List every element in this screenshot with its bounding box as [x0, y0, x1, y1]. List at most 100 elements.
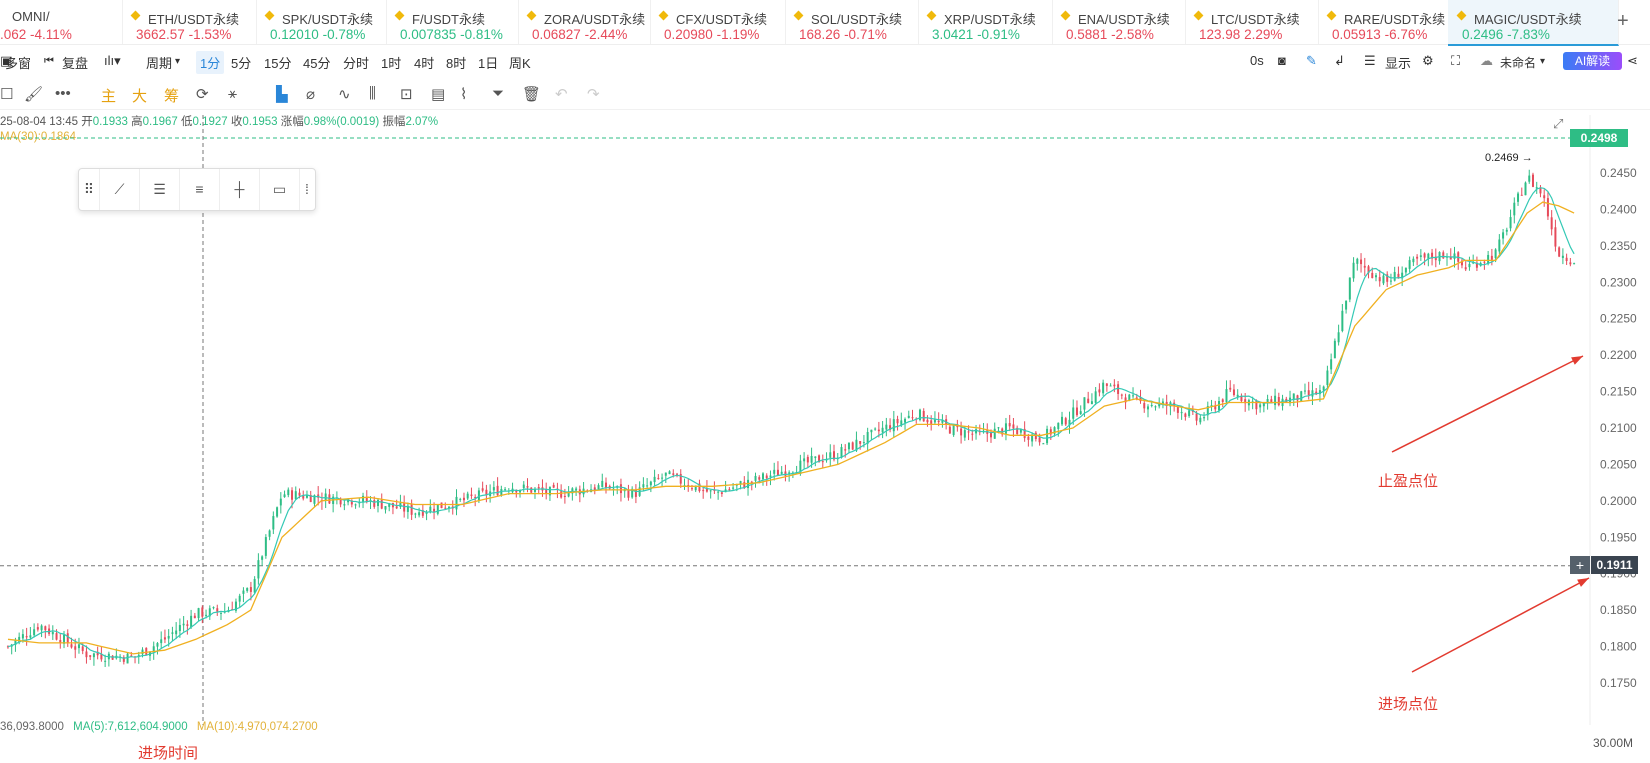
interval-15m[interactable]: 15分 — [264, 56, 292, 71]
multi-window-icon[interactable]: ▣ — [0, 53, 13, 68]
share-icon[interactable]: ⋖ — [1627, 53, 1638, 68]
candle-body — [1046, 428, 1049, 444]
ma30-label: MA(30):0.1864 — [0, 131, 77, 143]
rectangle-icon[interactable]: ▭ — [260, 169, 300, 210]
square-icon[interactable]: ☐ — [0, 86, 14, 103]
ruler-icon[interactable]: ⌀ — [306, 86, 316, 103]
candle-body — [504, 489, 507, 491]
candle-body — [216, 608, 219, 612]
big-indicator-button[interactable]: 大 — [132, 88, 148, 105]
redo-icon[interactable]: ↷ — [587, 86, 600, 103]
candle-body — [918, 409, 921, 421]
symbol-tab[interactable]: RARE/USDT永续 0.05913 -6.76% — [1318, 0, 1449, 44]
candles-icon[interactable]: ⫼ — [369, 85, 376, 102]
candle-body — [705, 488, 708, 492]
symbol-tab[interactable]: ETH/USDT永续 3662.57 -1.53% — [122, 0, 257, 44]
parallel-channel-icon[interactable]: ☰ — [140, 169, 180, 210]
candle-body — [900, 420, 903, 425]
entry-price-arrow-head — [1577, 578, 1589, 587]
interval-week[interactable]: 周K — [509, 56, 531, 71]
chip-indicator-button[interactable]: 筹 — [164, 88, 180, 105]
symbol-tab-price: 0.12010 -0.78% — [270, 27, 366, 42]
y-tick-label: 0.1750 — [1600, 676, 1637, 690]
candle-body — [933, 419, 936, 423]
camera-icon[interactable]: ◙ — [1278, 53, 1286, 68]
symbol-tab-price: 0.5881 -2.58% — [1066, 27, 1154, 42]
drag-handle-icon[interactable]: ⠿ — [79, 169, 100, 210]
crosshair-plus-icon[interactable]: + — [1570, 556, 1590, 574]
trendline-icon[interactable]: ⟋ — [100, 169, 140, 210]
candle-body — [481, 488, 484, 491]
candle-body — [477, 490, 480, 501]
hide-drawings-icon[interactable]: ⚹ — [228, 85, 238, 102]
edit-icon[interactable]: ▤ — [431, 86, 446, 103]
symbol-tab[interactable]: ZORA/USDT永续 0.06827 -2.44% — [518, 0, 651, 44]
magnet-icon[interactable]: ∿ — [338, 86, 351, 103]
interval-1m[interactable]: 1分 — [196, 51, 225, 74]
interval-8h[interactable]: 8时 — [446, 56, 467, 71]
undo-icon[interactable]: ↶ — [555, 86, 568, 103]
candle-body — [855, 439, 858, 451]
toolbar-grip-icon[interactable]: ⁞ — [305, 181, 309, 197]
horizontal-lines-icon[interactable]: ≡ — [180, 169, 220, 210]
symbol-tab[interactable]: LTC/USDT永续 123.98 2.29% — [1185, 0, 1319, 44]
interval-1h[interactable]: 1时 — [381, 56, 402, 71]
lock-icon[interactable]: ⊡ — [400, 86, 413, 103]
interval-45m[interactable]: 45分 — [303, 56, 331, 71]
symbol-tab[interactable]: F/USDT永续 0.007835 -0.81% — [386, 0, 519, 44]
candle-body — [818, 455, 821, 463]
candle-body — [743, 482, 746, 489]
symbol-tab[interactable]: XRP/USDT永续 3.0421 -0.91% — [918, 0, 1053, 44]
trash-icon[interactable]: 🗑 — [522, 86, 542, 103]
symbol-tab[interactable]: CFX/USDT永续 0.20980 -1.19% — [650, 0, 786, 44]
symbol-tab-price: 0.007835 -0.81% — [400, 27, 503, 42]
candle-body — [354, 504, 357, 506]
add-tab-icon[interactable]: + — [1617, 10, 1629, 32]
candle-body — [627, 489, 630, 498]
symbol-tab[interactable]: SOL/USDT永续 168.26 -0.71% — [785, 0, 919, 44]
candle-body — [840, 447, 843, 458]
candle-body — [1397, 273, 1400, 279]
open-value: 0.1933 — [92, 116, 128, 128]
reply-icon[interactable]: ↲ — [1334, 53, 1345, 68]
candle-body — [904, 418, 907, 423]
interval-4h[interactable]: 4时 — [414, 56, 435, 71]
candle-body — [208, 608, 211, 617]
candle-type-icon[interactable]: ılı▾ — [104, 53, 121, 68]
interval-5m[interactable]: 5分 — [231, 56, 252, 71]
candle-body — [833, 451, 836, 460]
candle-body — [1199, 417, 1202, 423]
ai-interpret-button[interactable]: AI解读 — [1563, 52, 1622, 70]
replay-button[interactable]: 复盘 — [62, 56, 89, 71]
brush-icon[interactable]: 🖌 — [24, 86, 44, 103]
interval-1d[interactable]: 1日 — [478, 56, 499, 71]
pencil-icon[interactable]: ✎ — [1306, 53, 1317, 68]
link-icon[interactable]: ⌇ — [460, 86, 468, 103]
expand-icon[interactable]: ⤢ — [1553, 116, 1564, 131]
fullscreen-icon[interactable]: ⛶ — [1451, 53, 1461, 68]
symbol-tab[interactable]: SPK/USDT永续 0.12010 -0.78% — [256, 0, 387, 44]
candle-body — [1090, 401, 1093, 405]
filter-icon[interactable]: ⏷ — [492, 85, 505, 102]
chevron-down-icon: ▾ — [175, 56, 181, 67]
more-icon[interactable]: ••• — [55, 85, 71, 102]
interval-timeline[interactable]: 分时 — [343, 56, 370, 71]
candle-body — [1132, 395, 1135, 397]
symbol-tab[interactable]: OMNI/ .062 -4.11% — [0, 0, 123, 44]
period-button[interactable]: 周期 — [146, 56, 173, 71]
display-button[interactable]: 显示 — [1385, 56, 1412, 71]
symbol-tab[interactable]: MAGIC/USDT永续 0.2496 -7.83% — [1448, 0, 1619, 46]
candle-body — [1307, 390, 1310, 396]
list-icon[interactable]: ☰ — [1364, 53, 1376, 68]
horizontal-ray-icon[interactable]: ┼ — [220, 169, 260, 210]
sync-icon[interactable]: ⟳ — [196, 86, 209, 103]
candle-body — [1393, 271, 1396, 281]
main-indicator-button[interactable]: 主 — [101, 88, 117, 105]
candlestick-chart[interactable]: 0.17500.18000.18500.19000.19500.20000.20… — [0, 115, 1650, 725]
bookmark-icon[interactable]: ▙ — [276, 86, 288, 103]
gear-icon[interactable]: ⚙ — [1422, 53, 1434, 68]
multi-window-button[interactable]: 多窗 — [5, 56, 32, 71]
layout-name-button[interactable]: 未命名 — [1500, 56, 1537, 70]
candle-body — [14, 640, 17, 646]
symbol-tab[interactable]: ENA/USDT永续 0.5881 -2.58% — [1052, 0, 1186, 44]
